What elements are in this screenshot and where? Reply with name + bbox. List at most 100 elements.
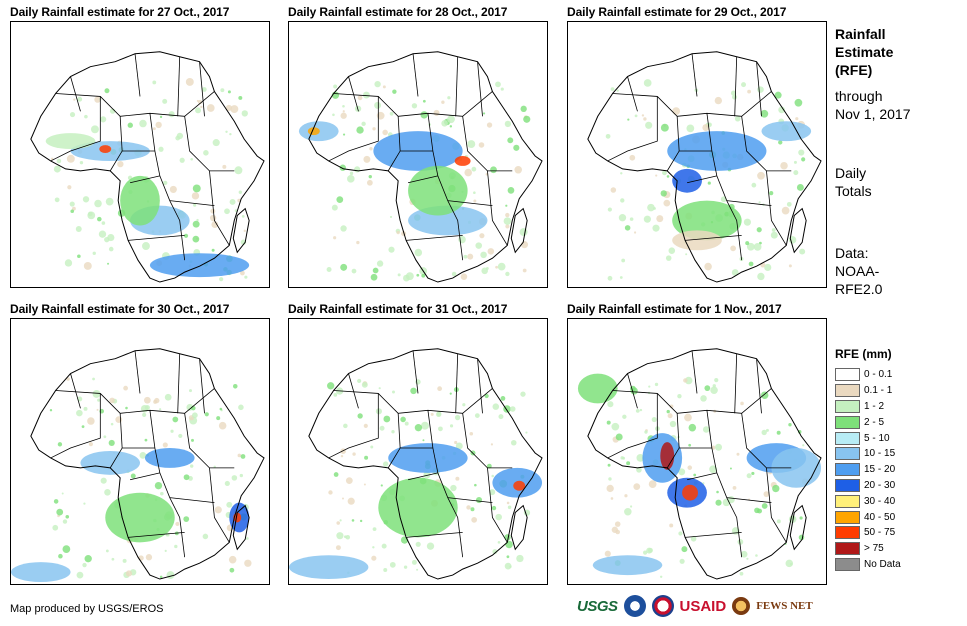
rain-speckle [707,181,711,185]
rain-cell [11,562,71,583]
country-border [734,353,738,414]
rain-speckle [92,251,96,256]
country-border [455,353,459,414]
legend-items: 0 - 0.1 0.1 - 1 1 - 2 2 - 5 5 - 10 10 - 15 15 … [835,367,901,572]
rain-speckle [635,409,640,413]
rain-speckle [757,86,764,93]
legend-swatch [835,463,860,477]
legend-swatch [835,526,860,540]
fews-net-logo: FEWS NET [756,600,813,612]
rain-speckle [505,224,510,229]
panel-title-5: Daily Rainfall estimate for 31 Oct., 201… [288,302,508,316]
rain-speckle [716,490,719,494]
rain-speckle [509,406,516,412]
rain-speckle [103,435,107,439]
rain-speckle [76,571,84,579]
rain-speckle [343,535,347,539]
rain-speckle [326,267,332,273]
rain-speckle [626,461,631,466]
rain-speckle [756,227,762,233]
rain-speckle [345,477,353,484]
rain-speckle [796,183,804,191]
rain-speckle [357,95,363,101]
rain-speckle [202,533,209,540]
madagascar-outline [232,504,250,551]
rain-speckle [709,465,717,474]
country-border [607,393,658,459]
rain-cell [80,451,140,475]
madagascar-outline [789,207,807,254]
rain-speckle [234,166,243,175]
country-border [149,113,186,261]
rain-speckle [473,199,477,203]
rain-speckle [710,386,718,395]
country-border [756,61,762,117]
rain-speckle [522,268,527,273]
country-border [726,497,772,504]
rain-speckle [454,414,461,421]
rain-speckle [506,555,510,559]
rain-speckle [64,259,73,267]
country-border [691,350,698,394]
rain-speckle [668,247,676,254]
rain-speckle [690,536,697,542]
rain-speckle [455,442,463,450]
rain-speckle [52,524,59,531]
rain-speckle [88,442,93,447]
side-daily-label: Daily [835,165,867,181]
rain-speckle [232,384,238,389]
rain-speckle [356,126,364,134]
legend-item: No Data [835,557,901,573]
rain-speckle [92,377,95,381]
country-border [734,56,738,117]
usgs-logo: USGS [577,597,618,615]
rain-speckle [416,568,419,571]
rain-speckle [646,547,653,554]
rain-speckle [513,144,520,151]
rain-speckle [152,127,156,131]
rain-speckle [504,562,512,570]
rain-speckle [230,105,239,114]
rain-speckle [774,91,782,99]
rain-speckle [349,171,354,176]
rainfall-map-4 [10,318,270,585]
rain-speckle [462,403,466,407]
rain-speckle [770,231,778,239]
rain-speckle [411,103,418,109]
rain-speckle [652,224,660,232]
rain-speckle [610,497,614,500]
rain-cell [307,127,320,136]
rain-speckle [495,513,502,521]
rain-speckle [200,105,203,109]
country-border [333,91,493,117]
rain-speckle [643,117,647,121]
side-title-line1: Rainfall [835,26,886,42]
rain-speckle [336,196,344,204]
rain-cell [408,165,468,216]
rain-speckle [144,438,148,442]
rain-speckle [382,129,388,136]
rain-speckle [510,439,517,446]
rain-speckle [503,217,512,225]
country-border [766,170,787,246]
country-border [129,175,160,184]
rain-cell [378,477,458,538]
rainfall-map-5 [288,318,548,585]
rain-speckle [645,121,653,129]
madagascar-outline [789,504,807,551]
rain-speckle [204,412,209,417]
legend-swatch [835,542,860,556]
rain-cell [667,131,767,171]
country-border [686,472,717,481]
rain-speckle [378,387,381,390]
rain-speckle [214,506,222,514]
legend-label: 10 - 15 [864,448,896,460]
rain-speckle [238,95,243,100]
legend-swatch [835,478,860,492]
rain-speckle [498,414,504,420]
rain-speckle [193,203,197,207]
legend-label: No Data [864,558,901,570]
rain-speckle [669,420,677,428]
rain-speckle [520,105,527,113]
rain-speckle [741,82,747,88]
